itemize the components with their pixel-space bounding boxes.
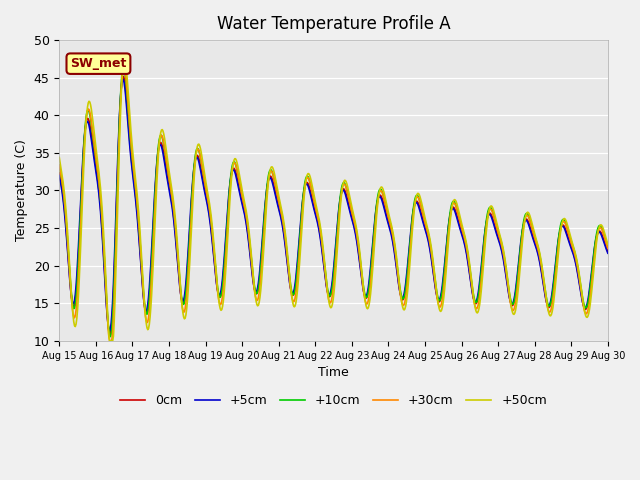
+50cm	[120, 56, 128, 62]
+5cm	[124, 111, 131, 117]
+30cm	[106, 338, 113, 344]
+10cm	[604, 243, 612, 249]
0cm	[418, 212, 426, 218]
+50cm	[124, 76, 131, 82]
+10cm	[124, 94, 131, 99]
+30cm	[208, 226, 216, 232]
Title: Water Temperature Profile A: Water Temperature Profile A	[217, 15, 451, 33]
+10cm	[402, 287, 410, 292]
Line: +50cm: +50cm	[60, 59, 608, 341]
+50cm	[106, 338, 113, 344]
+10cm	[179, 301, 187, 307]
+5cm	[402, 281, 410, 287]
X-axis label: Time: Time	[318, 366, 349, 379]
Legend: 0cm, +5cm, +10cm, +30cm, +50cm: 0cm, +5cm, +10cm, +30cm, +50cm	[115, 389, 552, 412]
+5cm	[208, 235, 216, 241]
+5cm	[604, 250, 612, 256]
+30cm	[65, 263, 73, 269]
+50cm	[604, 241, 612, 247]
Line: +30cm: +30cm	[60, 66, 608, 341]
+50cm	[208, 219, 216, 225]
0cm	[56, 170, 63, 176]
+50cm	[65, 255, 73, 261]
0cm	[402, 285, 410, 291]
0cm	[604, 249, 612, 255]
+5cm	[56, 173, 63, 179]
+30cm	[124, 89, 131, 95]
+30cm	[179, 307, 187, 313]
+50cm	[402, 303, 410, 309]
0cm	[106, 331, 113, 337]
+50cm	[56, 155, 63, 160]
Line: +10cm: +10cm	[60, 67, 608, 336]
0cm	[124, 105, 131, 111]
+30cm	[402, 295, 410, 301]
+5cm	[179, 299, 187, 304]
0cm	[179, 301, 187, 307]
0cm	[120, 73, 127, 79]
Line: +5cm: +5cm	[60, 80, 608, 331]
+5cm	[119, 77, 127, 83]
+10cm	[65, 262, 73, 268]
+10cm	[106, 334, 114, 339]
+10cm	[208, 225, 216, 231]
+30cm	[418, 206, 426, 212]
+30cm	[56, 162, 63, 168]
Y-axis label: Temperature (C): Temperature (C)	[15, 140, 28, 241]
+50cm	[418, 200, 426, 206]
+10cm	[418, 205, 426, 211]
+50cm	[179, 310, 187, 315]
Text: SW_met: SW_met	[70, 57, 127, 70]
+10cm	[120, 64, 127, 70]
+5cm	[65, 270, 73, 276]
+5cm	[106, 328, 113, 334]
+5cm	[418, 215, 426, 220]
+10cm	[56, 162, 63, 168]
0cm	[65, 267, 73, 273]
+30cm	[120, 63, 128, 69]
0cm	[208, 232, 216, 238]
Line: 0cm: 0cm	[60, 76, 608, 334]
+30cm	[604, 245, 612, 251]
